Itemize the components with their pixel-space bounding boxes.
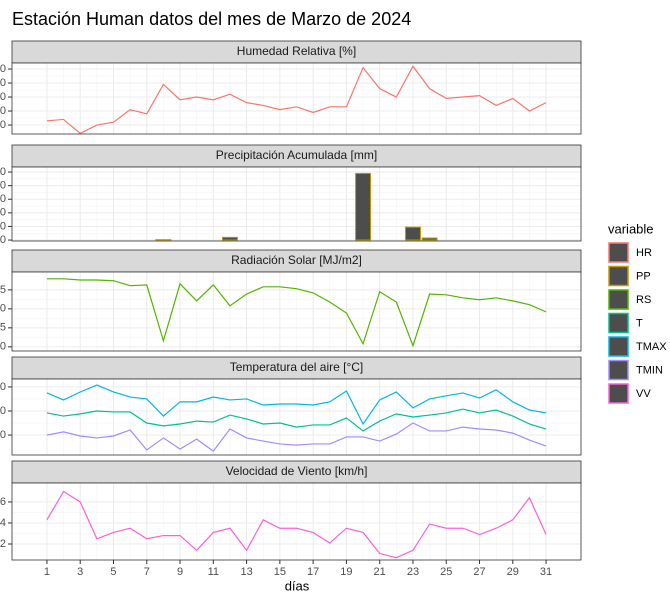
x-tick-label: 23 (407, 566, 419, 578)
panel-border (11, 271, 582, 352)
strip-title: Temperatura del aire [°C] (230, 360, 364, 374)
x-tick-label: 25 (440, 566, 452, 578)
y-tick-label: 10 (0, 429, 6, 441)
y-tick-label: 30 (0, 193, 6, 205)
y-tick-label: 20 (0, 207, 6, 219)
legend-key (608, 336, 629, 357)
x-tick-label: 1 (44, 566, 50, 578)
x-tick-label: 31 (540, 566, 552, 578)
x-tick-label: 5 (110, 566, 116, 578)
legend-title: variable (608, 221, 654, 236)
strip-title: Humedad Relativa [%] (237, 44, 356, 58)
x-axis-label: días (285, 578, 310, 593)
x-tick-label: 19 (340, 566, 352, 578)
x-tick-label: 3 (77, 566, 83, 578)
y-tick-label: 6 (0, 496, 6, 508)
panel-border (11, 378, 582, 456)
x-tick-label: 9 (177, 566, 183, 578)
series-line (46, 408, 547, 432)
y-tick-label: 70 (0, 91, 6, 103)
strip-title: Precipitación Acumulada [mm] (216, 148, 377, 162)
bar (355, 172, 372, 241)
series-line (46, 384, 547, 426)
bar (421, 237, 438, 241)
y-tick-label: 10 (0, 220, 6, 232)
legend-key (608, 359, 629, 381)
y-tick-label: 2 (0, 538, 6, 550)
x-tick-label: 11 (208, 566, 219, 578)
x-tick-label: 13 (240, 566, 252, 578)
legend-label: VV (636, 388, 651, 400)
x-tick-label: 15 (274, 566, 286, 578)
chart-title: Estación Human datos del mes de Marzo de… (12, 9, 411, 29)
y-tick-label: 50 (0, 166, 6, 178)
x-tick-label: 27 (473, 566, 485, 578)
bar (404, 226, 421, 241)
y-tick-label: 30 (0, 381, 6, 393)
y-tick-label: 15 (0, 322, 6, 334)
y-tick-label: 50 (0, 119, 6, 131)
panel-border (11, 482, 582, 561)
series-line (46, 278, 547, 348)
legend-key (608, 383, 629, 404)
y-tick-label: 20 (0, 405, 6, 417)
legend-label: RS (636, 294, 651, 306)
y-tick-label: 60 (0, 105, 6, 117)
x-tick-label: 17 (307, 566, 319, 578)
x-tick-label: 29 (507, 566, 519, 578)
legend-key (608, 265, 629, 287)
y-tick-label: 20 (0, 303, 6, 315)
y-tick-label: 80 (0, 77, 6, 89)
legend-label: TMAX (636, 341, 667, 353)
y-tick-label: 10 (0, 341, 6, 353)
y-tick-label: 40 (0, 180, 6, 192)
series-line (46, 490, 547, 559)
legend-key (608, 289, 629, 310)
y-tick-label: 0 (0, 234, 6, 246)
strip-title: Velocidad de Viento [km/h] (226, 464, 368, 478)
legend-label: TMIN (636, 364, 663, 376)
y-tick-label: 4 (0, 517, 6, 529)
x-tick-label: 21 (374, 566, 386, 578)
panel-border (11, 62, 582, 135)
legend-label: HR (636, 247, 652, 259)
y-tick-label: 25 (0, 284, 6, 296)
x-tick-label: 7 (144, 566, 150, 578)
legend-key (608, 312, 629, 334)
strip-title: Radiación Solar [MJ/m2] (231, 253, 362, 267)
y-tick-label: 90 (0, 63, 6, 75)
legend-label: T (636, 317, 643, 329)
legend-key (608, 242, 629, 263)
bar (221, 236, 238, 241)
legend-label: PP (636, 270, 651, 282)
panel-border (11, 166, 582, 242)
series-line (46, 65, 547, 135)
series-line (46, 422, 547, 452)
